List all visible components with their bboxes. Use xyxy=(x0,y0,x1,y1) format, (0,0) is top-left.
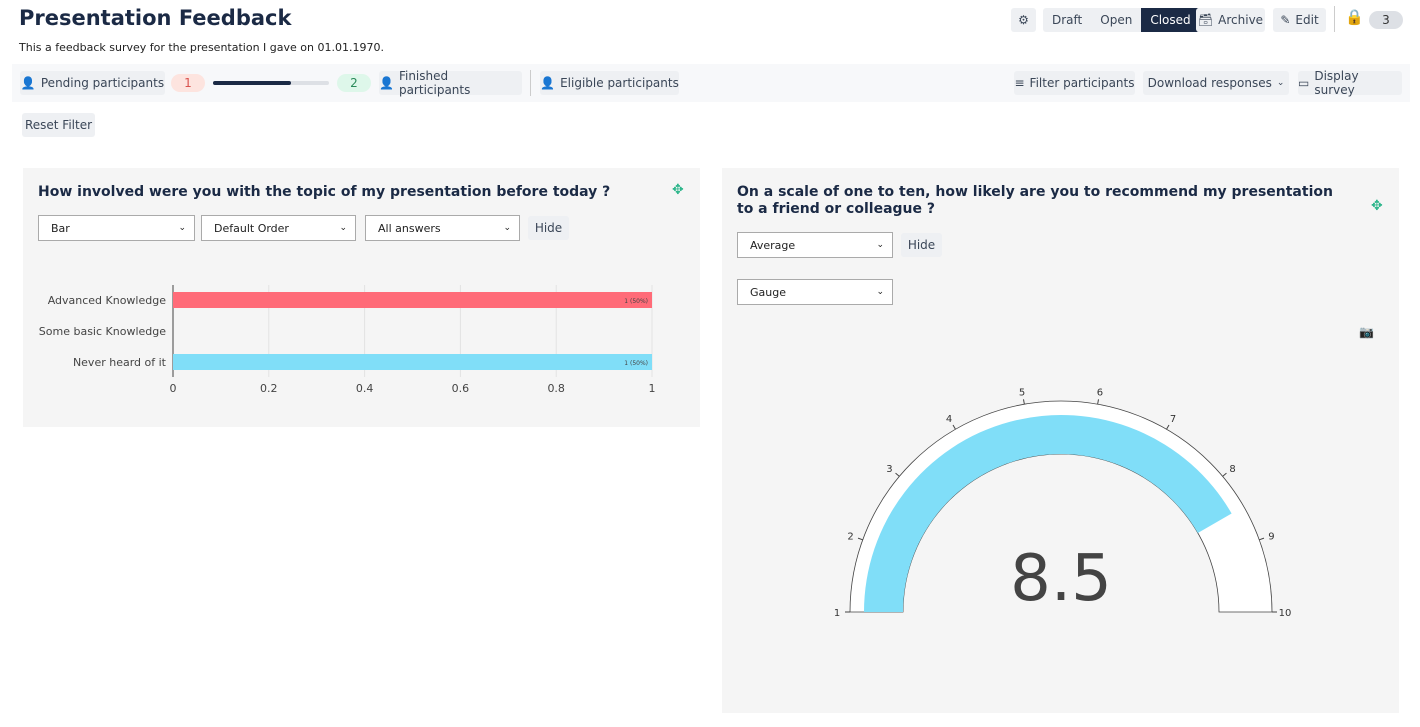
gauge-tick-label: 10 xyxy=(1279,608,1292,619)
select-value: Gauge xyxy=(750,285,786,299)
chevron-down-icon: ⌄ xyxy=(876,287,884,297)
select-value: Average xyxy=(750,238,796,252)
finished-count: 2 xyxy=(337,74,371,92)
data-label: 1 (50%) xyxy=(624,298,648,305)
hide-button[interactable]: Hide xyxy=(528,216,569,240)
settings-button[interactable]: ⚙ xyxy=(1011,8,1036,32)
pending-label: Pending participants xyxy=(40,76,165,90)
select-value: Default Order xyxy=(214,221,289,235)
data-label: 1 (50%) xyxy=(624,360,648,367)
chevron-down-icon: ⌄ xyxy=(339,223,347,233)
divider xyxy=(1334,6,1335,32)
y-tick-label: Some basic Knowledge xyxy=(39,325,166,338)
gauge-tick xyxy=(895,472,900,477)
select-value: All answers xyxy=(378,221,441,235)
gauge-tick-label: 2 xyxy=(847,531,853,542)
question-1-title: How involved were you with the topic of … xyxy=(38,184,611,200)
progress-fill xyxy=(213,81,291,85)
chevron-down-icon: ⌄ xyxy=(178,223,186,233)
lock-icon[interactable]: 🔒 xyxy=(1345,8,1364,26)
gauge-tick-label: 8 xyxy=(1229,464,1235,475)
order-select[interactable]: Default Order ⌄ xyxy=(201,215,356,241)
camera-icon[interactable]: 📷 xyxy=(1359,325,1374,339)
gauge-tick xyxy=(1222,472,1227,477)
question-2-title: On a scale of one to ten, how likely are… xyxy=(737,184,1333,217)
gauge-chart: 1 2 3 4 5 6 7 8 9 10 8.5 xyxy=(834,387,1292,619)
display-label: Display survey xyxy=(1314,69,1359,97)
select-value: Bar xyxy=(51,221,70,235)
finished-participants-button[interactable]: 👤 Finished participants xyxy=(379,69,522,97)
display-survey-button[interactable]: ▭ Display survey xyxy=(1298,69,1402,97)
gauge-tick xyxy=(1022,399,1025,405)
download-responses-button[interactable]: Download responses ⌄ xyxy=(1143,71,1289,95)
x-tick-label: 0.6 xyxy=(452,382,470,395)
x-tick-label: 0.2 xyxy=(260,382,278,395)
chevron-down-icon: ⌄ xyxy=(876,240,884,250)
chart-type-select[interactable]: Gauge ⌄ xyxy=(737,279,893,305)
chart-type-select[interactable]: Bar ⌄ xyxy=(38,215,195,241)
gauge-tick-label: 7 xyxy=(1170,414,1176,425)
move-icon[interactable]: ✥ xyxy=(1371,198,1383,214)
x-tick-label: 0.8 xyxy=(547,382,565,395)
x-tick-label: 1 xyxy=(649,382,656,395)
bar xyxy=(173,292,652,308)
display-icon: ▭ xyxy=(1298,76,1310,90)
hide-button[interactable]: Hide xyxy=(901,233,942,257)
survey-description: This a feedback survey for the presentat… xyxy=(19,41,384,54)
divider xyxy=(530,70,531,96)
gauge-tick-label: 4 xyxy=(946,414,952,425)
gauge-tick xyxy=(1097,399,1100,405)
gauge-tick-label: 3 xyxy=(886,464,892,475)
pending-participants-button[interactable]: 👤 Pending participants xyxy=(20,71,165,95)
x-tick-label: 0.4 xyxy=(356,382,374,395)
archive-label: Archive xyxy=(1218,13,1264,27)
filter-icon: ≡ xyxy=(1014,76,1025,90)
gauge-tick xyxy=(1166,424,1170,430)
reset-filter-button[interactable]: Reset Filter xyxy=(22,113,95,137)
status-draft[interactable]: Draft xyxy=(1052,13,1083,27)
status-toggle[interactable]: Draft Open Closed xyxy=(1043,8,1200,32)
filter-participants-button[interactable]: ≡ Filter participants xyxy=(1014,71,1135,95)
gauge-value-bar xyxy=(864,415,1232,612)
y-tick-label: Never heard of it xyxy=(73,356,167,369)
gauge-tick-label: 6 xyxy=(1097,387,1103,398)
archive-button[interactable]: 🗃 Archive xyxy=(1196,8,1265,32)
bar-chart: 0 0.2 0.4 0.6 0.8 1 Advanced Knowledge 1 (50%) S… xyxy=(39,285,656,395)
move-icon[interactable]: ✥ xyxy=(672,182,684,198)
eligible-label: Eligible participants xyxy=(560,76,679,90)
status-closed[interactable]: Closed xyxy=(1141,8,1200,32)
answers-select[interactable]: All answers ⌄ xyxy=(365,215,520,241)
bar xyxy=(173,354,652,370)
gauge-tick xyxy=(857,537,863,541)
aggregate-select[interactable]: Average ⌄ xyxy=(737,232,893,258)
download-label: Download responses xyxy=(1147,76,1272,90)
archive-icon: 🗃 xyxy=(1197,13,1214,27)
count-badge: 3 xyxy=(1369,11,1403,29)
edit-button[interactable]: ✎ Edit xyxy=(1273,8,1326,32)
x-tick-label: 0 xyxy=(170,382,177,395)
edit-label: Edit xyxy=(1295,13,1319,27)
chevron-down-icon: ⌄ xyxy=(1276,78,1285,88)
status-open[interactable]: Open xyxy=(1100,13,1133,27)
gauge-value-label: 8.5 xyxy=(1010,542,1112,616)
y-tick-label: Advanced Knowledge xyxy=(48,294,167,307)
page-title: Presentation Feedback xyxy=(19,6,292,30)
eligible-participants-button[interactable]: 👤 Eligible participants xyxy=(540,71,679,95)
pending-count: 1 xyxy=(171,74,205,92)
pencil-icon: ✎ xyxy=(1280,13,1291,27)
user-pending-icon: 👤 xyxy=(20,76,36,90)
finished-label: Finished participants xyxy=(398,69,471,97)
gauge-tick-label: 9 xyxy=(1268,531,1274,542)
gear-icon: ⚙ xyxy=(1018,13,1029,27)
gauge-tick-label: 5 xyxy=(1019,387,1025,398)
user-check-icon: 👤 xyxy=(379,76,394,90)
gauge-tick xyxy=(952,424,956,430)
user-icon: 👤 xyxy=(540,76,556,90)
gauge-tick xyxy=(1259,537,1265,541)
filter-label: Filter participants xyxy=(1029,76,1135,90)
gauge-tick-label: 1 xyxy=(834,608,840,619)
chevron-down-icon: ⌄ xyxy=(503,223,511,233)
progress-bar xyxy=(213,81,329,85)
